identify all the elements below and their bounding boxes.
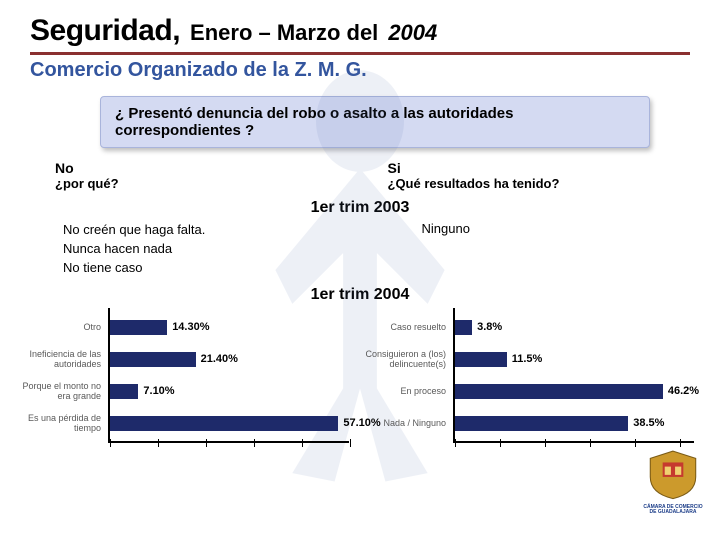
axis-tick [110,439,111,447]
chart-bar [455,352,507,367]
camara-comercio-logo: CÁMARA DE COMERCIODE GUADALAJARA [642,448,704,510]
period-2004: 1er trim 2004 [0,286,720,304]
chart-si-results: Caso resuelto 3.8% Consiguieron a (los) de… [363,308,702,453]
chart-category-label: Es una pérdida de tiempo [18,410,106,438]
columns: No ¿por qué? Si ¿Qué resultados ha tenid… [55,160,680,191]
no-head: No [55,160,348,176]
chart-value-label: 7.10% [143,384,174,399]
reasons-2003: No creén que haga falta. Nunca hacen nad… [55,221,322,278]
chart-value-label: 11.5% [512,352,543,367]
title-year: 2004 [388,20,437,46]
reason-item: Nunca hacen nada [63,240,322,259]
title-main: Seguridad, [30,14,180,48]
chart-value-label: 3.8% [477,320,502,335]
chart-category-label: En proceso [363,378,451,406]
chart-no-reasons: Otro 14.30% Ineficiencia de las autoridade… [18,308,357,453]
axis-tick [590,439,591,447]
chart-bar [455,320,472,335]
results-2003: Ninguno [362,221,681,278]
axis-tick [158,439,159,447]
reason-item: No creén que haga falta. [63,221,322,240]
header: Seguridad, Enero – Marzo del 2004 Comerc… [0,0,720,82]
chart-value-label: 21.40% [201,352,238,367]
si-subhead: ¿Qué resultados ha tenido? [388,176,681,191]
chart-category-label: Otro [18,314,106,342]
chart-bar [110,320,167,335]
subtitle: Comercio Organizado de la Z. M. G. [30,59,690,82]
charts-2004: Otro 14.30% Ineficiencia de las autoridade… [18,308,702,453]
chart-value-label: 38.5% [633,416,664,431]
title-period: Enero – Marzo del [190,20,378,46]
col-no: No ¿por qué? [55,160,348,191]
logo-text: CÁMARA DE COMERCIODE GUADALAJARA [642,505,704,515]
chart-value-label: 14.30% [172,320,209,335]
axis-x [453,441,694,443]
axis-tick [680,439,681,447]
chart-bar [110,384,138,399]
axis-tick [350,439,351,447]
chart-category-label: Ineficiencia de las autoridades [18,346,106,374]
chart-category-label: Consiguieron a (los) delincuente(s) [363,346,451,374]
chart-value-label: 46.2% [668,384,699,399]
col-si: Si ¿Qué resultados ha tenido? [388,160,681,191]
axis-tick [455,439,456,447]
axis-tick [500,439,501,447]
si-head: Si [388,160,681,176]
chart-bar [455,384,663,399]
title-rule [30,52,690,55]
no-subhead: ¿por qué? [55,176,348,191]
axis-tick [545,439,546,447]
chart-category-label: Porque el monto no era grande [18,378,106,406]
axis-tick [635,439,636,447]
axis-tick [254,439,255,447]
content-2003: No creén que haga falta. Nunca hacen nad… [55,221,680,278]
title: Seguridad, Enero – Marzo del 2004 [30,14,690,48]
chart-bar [455,416,628,431]
axis-tick [206,439,207,447]
chart-bar [110,352,196,367]
chart-category-label: Nada / Ninguno [363,410,451,438]
period-2003: 1er trim 2003 [0,199,720,217]
axis-x [108,441,349,443]
question-box: ¿ Presentó denuncia del robo o asalto a … [100,96,650,148]
reason-item: No tiene caso [63,259,322,278]
chart-category-label: Caso resuelto [363,314,451,342]
axis-tick [302,439,303,447]
chart-bar [110,416,338,431]
